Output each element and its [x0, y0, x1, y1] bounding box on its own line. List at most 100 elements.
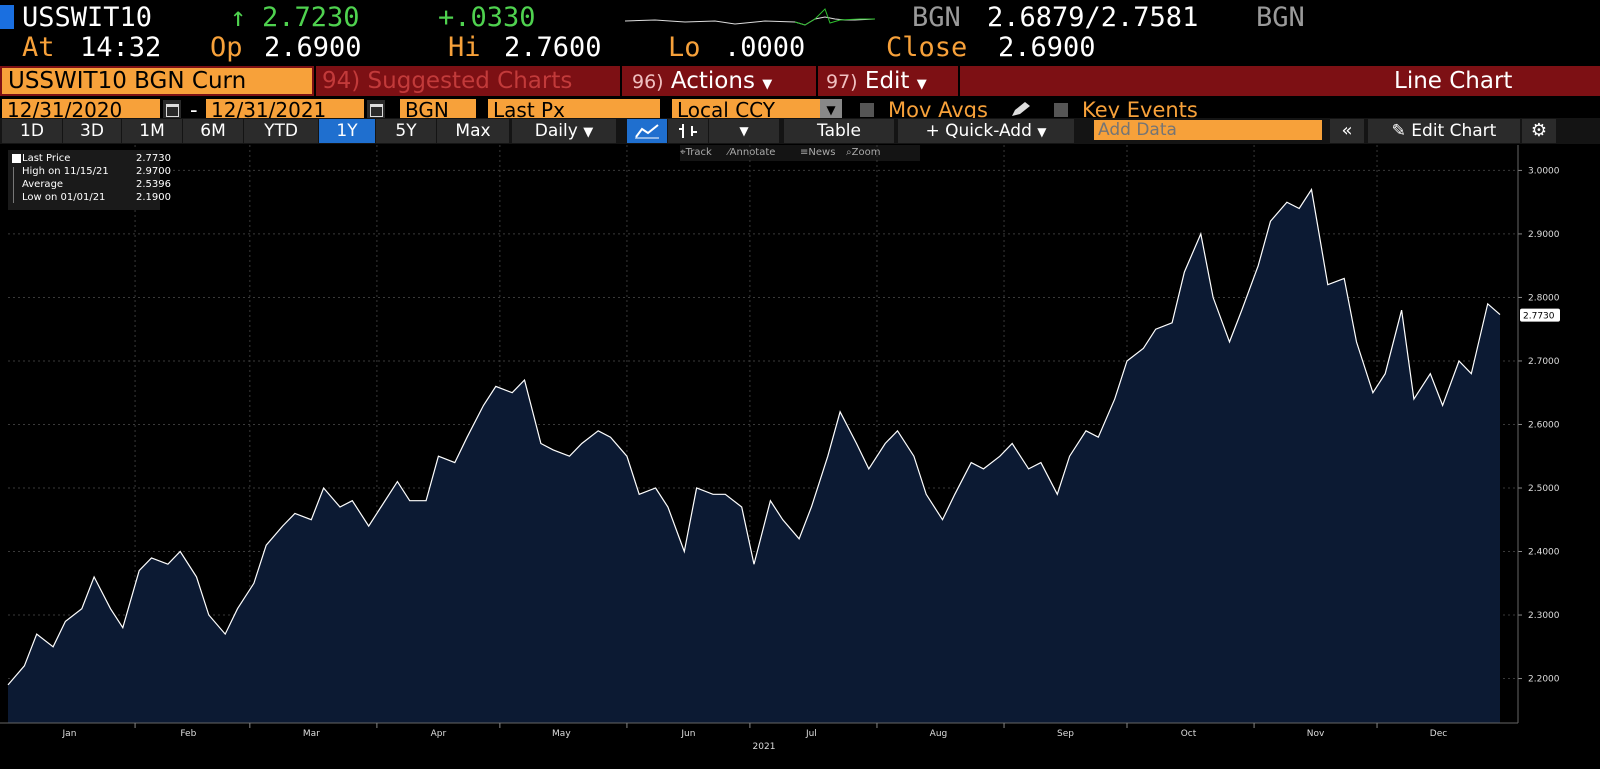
ticker-symbol[interactable]: USSWIT10 — [22, 2, 153, 33]
bid-source: BGN — [912, 2, 961, 33]
ask-source: BGN — [1256, 2, 1305, 33]
y-tick-label: 2.9000 — [1528, 230, 1560, 240]
x-tick-label: Feb — [180, 729, 196, 739]
sparkline — [625, 8, 875, 26]
y-tick-label: 2.3000 — [1528, 611, 1560, 621]
chart-toolbar: 1D 3D 1M 6M YTD 1Y 5Y Max Daily ▼ ▼ Tabl… — [0, 118, 1600, 144]
y-tick-label: 2.4000 — [1528, 548, 1560, 558]
table-button[interactable]: Table — [784, 119, 894, 143]
y-axis: 2.2000 2.3000 2.4000 2.5000 2.6000 2.7000 2.80… — [1517, 145, 1560, 723]
bid-ask: 2.6879/2.7581 — [987, 2, 1199, 33]
edit-menu[interactable]: 97) Edit ▼ — [826, 66, 927, 96]
menu-divider — [816, 66, 818, 96]
edit-chart-button[interactable]: ✎ Edit Chart — [1368, 119, 1520, 143]
last-value-tag: 2.7730 — [1520, 308, 1560, 322]
calendar-icon[interactable] — [367, 100, 385, 118]
actions-number: 96) — [632, 71, 664, 93]
chevron-down-icon: ▼ — [583, 125, 594, 140]
currency-selector[interactable]: Local CCY — [672, 99, 820, 121]
menu-divider — [314, 66, 316, 96]
frequency-label: Daily — [534, 121, 578, 141]
period-3d-button[interactable]: 3D — [63, 119, 121, 143]
x-tick-label: Mar — [303, 729, 320, 739]
pencil-icon[interactable] — [1010, 102, 1032, 118]
open-value: 2.6900 — [264, 32, 362, 63]
legend-high: High on 11/15/21 2.9700 — [22, 166, 171, 177]
plus-icon: + — [925, 121, 940, 141]
key-events-checkbox[interactable] — [1054, 103, 1068, 117]
security-field[interactable]: USSWIT10 BGN Curn — [2, 68, 312, 94]
collapse-left-icon[interactable]: « — [1330, 119, 1364, 143]
edit-number: 97) — [826, 71, 858, 93]
low-value: .0000 — [724, 32, 806, 63]
x-tick-label: Sep — [1057, 729, 1074, 739]
field-selector[interactable]: Last Px — [488, 99, 660, 121]
x-axis: Jan Feb Mar Apr May Jun Jul Aug Sep Oct Nov Dec 2021 — [0, 722, 1518, 752]
x-axis-year-label: 2021 — [753, 742, 776, 752]
quick-add-dropdown[interactable]: + Quick-Add ▼ — [898, 119, 1074, 143]
end-date-field[interactable]: 12/31/2021 — [206, 99, 364, 121]
x-tick-label: Aug — [930, 729, 948, 739]
period-1m-button[interactable]: 1M — [122, 119, 182, 143]
close-label: Close — [886, 32, 968, 63]
chevron-down-icon: ▼ — [762, 77, 773, 92]
source-field[interactable]: BGN — [400, 99, 476, 121]
chart-legend[interactable]: Last Price 2.7730 High on 11/15/21 2.9700 … — [8, 150, 171, 210]
x-tick-label: Jul — [805, 729, 817, 739]
start-date-field[interactable]: 12/31/2020 — [2, 99, 160, 121]
y-tick-label: 2.8000 — [1528, 293, 1560, 303]
calendar-icon[interactable] — [163, 100, 181, 118]
chevron-down-icon[interactable]: ▼ — [820, 99, 842, 121]
at-time: 14:32 — [80, 32, 162, 63]
period-1y-button[interactable]: 1Y — [319, 119, 375, 143]
track-tool[interactable]: ⌖ Track — [680, 147, 712, 158]
edit-chart-label: Edit Chart — [1411, 121, 1497, 141]
y-tick-label: 3.0000 — [1528, 166, 1560, 176]
pencil-icon: ✎ — [1391, 121, 1406, 141]
price-area-fill — [8, 189, 1500, 723]
period-1d-button[interactable]: 1D — [2, 119, 62, 143]
x-tick-label: Oct — [1181, 729, 1197, 739]
menu-divider — [958, 66, 960, 96]
last-value-label: 2.7730 — [1523, 312, 1555, 322]
legend-low: Low on 01/01/21 2.1900 — [22, 192, 171, 203]
mov-avgs-checkbox[interactable] — [860, 103, 874, 117]
gear-icon[interactable]: ⚙ — [1522, 119, 1556, 143]
close-value: 2.6900 — [998, 32, 1096, 63]
chevron-down-icon: ▼ — [916, 77, 927, 92]
x-tick-label: May — [552, 729, 571, 739]
last-price-swatch — [12, 154, 21, 163]
x-tick-label: Nov — [1307, 729, 1325, 739]
period-5y-button[interactable]: 5Y — [376, 119, 436, 143]
up-arrow-icon: ↑ — [230, 2, 247, 33]
bar-chart-icon[interactable] — [668, 119, 708, 143]
period-ytd-button[interactable]: YTD — [244, 119, 318, 143]
annotate-tool[interactable]: ⁄ Annotate — [728, 147, 776, 158]
x-tick-label: Apr — [431, 729, 447, 739]
y-tick-label: 2.7000 — [1528, 357, 1560, 367]
suggested-charts-menu[interactable]: 94) Suggested Charts — [322, 68, 573, 94]
frequency-dropdown[interactable]: Daily ▼ — [512, 119, 616, 143]
news-tool[interactable]: ≡ News — [800, 147, 836, 158]
date-separator: - — [190, 98, 198, 122]
net-change: +.0330 — [438, 2, 536, 33]
legend-last-price: Last Price 2.7730 — [22, 153, 171, 164]
add-data-input[interactable] — [1094, 120, 1322, 140]
x-tick-label: Dec — [1430, 729, 1447, 739]
price-chart[interactable]: 2.2000 2.3000 2.4000 2.5000 2.6000 2.7000 2.80… — [0, 145, 1600, 769]
at-label: At — [22, 32, 55, 63]
y-tick-label: 2.6000 — [1528, 420, 1560, 430]
period-max-button[interactable]: Max — [437, 119, 509, 143]
y-tick-label: 2.5000 — [1528, 484, 1560, 494]
quick-add-label: Quick-Add — [945, 121, 1032, 141]
low-label: Lo — [668, 32, 701, 63]
line-chart-icon[interactable] — [627, 119, 667, 143]
last-price: 2.7230 — [262, 2, 360, 33]
actions-menu[interactable]: 96) Actions ▼ — [632, 66, 772, 96]
open-label: Op — [210, 32, 243, 63]
chevron-down-icon[interactable]: ▼ — [709, 119, 779, 143]
zoom-tool[interactable]: ⌕ Zoom — [846, 147, 881, 158]
x-tick-label: Jun — [680, 729, 695, 739]
chevron-down-icon: ▼ — [1037, 125, 1047, 139]
period-6m-button[interactable]: 6M — [183, 119, 243, 143]
